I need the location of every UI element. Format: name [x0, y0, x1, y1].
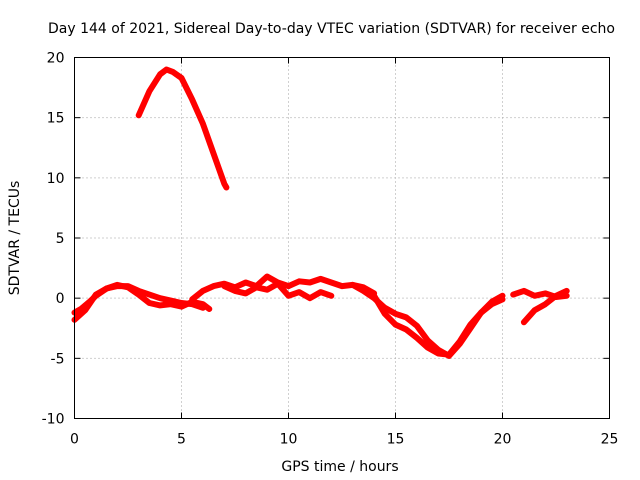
- series-arc-high: [135, 66, 230, 191]
- y-tick-labels: -10 -5 0 5 10 15 20: [42, 51, 65, 428]
- series-arc-f: [371, 292, 506, 358]
- x-tick-label: 20: [494, 432, 512, 448]
- series-arc-h: [520, 287, 570, 326]
- x-tick-labels: 0 5 10 15 20 25: [70, 432, 618, 448]
- tick-layer: [74, 57, 610, 419]
- x-tick-label: 5: [177, 432, 186, 448]
- x-tick-label: 0: [70, 432, 79, 448]
- series-layer: [71, 66, 570, 359]
- series-arc-d: [221, 280, 335, 302]
- y-tick-label: -5: [51, 351, 65, 367]
- x-tick-label: 10: [280, 432, 298, 448]
- y-tick-label: 0: [56, 291, 65, 307]
- grid-layer: [74, 57, 610, 419]
- y-tick-label: 10: [47, 171, 65, 187]
- x-axis-label: GPS time / hours: [281, 459, 398, 475]
- y-tick-label: 5: [56, 231, 65, 247]
- x-tick-label: 15: [387, 432, 405, 448]
- chart-title: Day 144 of 2021, Sidereal Day-to-day VTE…: [48, 21, 615, 37]
- y-tick-label: 15: [47, 111, 65, 127]
- series-arc-b: [71, 281, 213, 323]
- y-tick-label: 20: [47, 51, 65, 67]
- y-axis-label: SDTVAR / TECUs: [7, 181, 23, 296]
- y-tick-label: -10: [42, 412, 65, 428]
- x-tick-label: 25: [601, 432, 619, 448]
